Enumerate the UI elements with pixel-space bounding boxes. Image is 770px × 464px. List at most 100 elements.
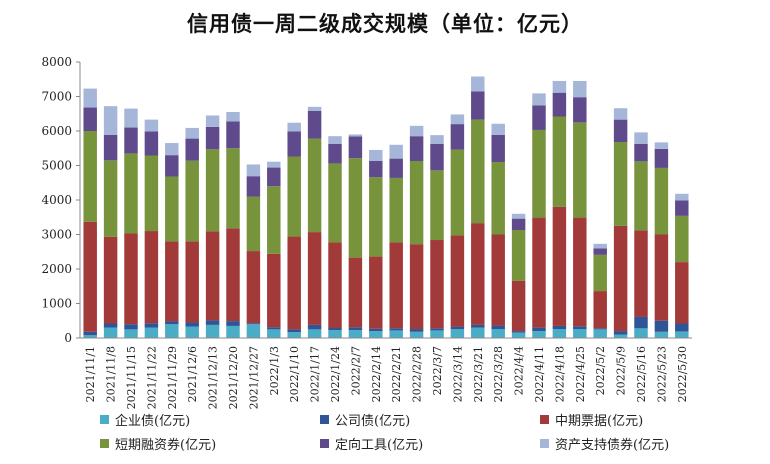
bar-segment bbox=[613, 225, 628, 332]
bar-segment bbox=[634, 143, 648, 162]
bar-segment bbox=[573, 122, 587, 218]
legend-swatch bbox=[540, 439, 549, 448]
bar-segment bbox=[409, 331, 424, 338]
y-tick-label: 8000 bbox=[41, 55, 72, 69]
bar-segment bbox=[144, 155, 159, 232]
legend-label: 中期票据(亿元) bbox=[555, 414, 644, 429]
bar-segment bbox=[205, 149, 220, 232]
legend-swatch bbox=[100, 439, 109, 448]
bar-segment bbox=[287, 156, 301, 237]
bar-segment bbox=[654, 320, 669, 332]
bar-segment bbox=[287, 236, 301, 330]
y-tick-label: 7000 bbox=[41, 90, 72, 104]
bar-segment bbox=[83, 221, 97, 332]
bar-segment bbox=[226, 325, 240, 338]
bar-segment bbox=[369, 331, 383, 338]
bar-segment bbox=[511, 331, 526, 333]
bar-segment bbox=[613, 119, 628, 143]
x-tick-label: 2021/11/29 bbox=[166, 346, 179, 409]
bar-segment bbox=[205, 115, 220, 127]
bar-segment bbox=[83, 331, 97, 336]
bar-segment bbox=[491, 123, 505, 135]
bar-segment bbox=[103, 323, 118, 328]
bar-segment bbox=[430, 240, 444, 329]
bar-segment bbox=[226, 112, 240, 122]
bar-segment bbox=[226, 148, 240, 229]
y-tick-label: 4000 bbox=[41, 193, 72, 207]
x-tick-label: 2022/4/4 bbox=[513, 346, 526, 395]
bar-segment bbox=[511, 332, 526, 338]
bar-segment bbox=[613, 331, 628, 335]
bar-segment bbox=[634, 132, 648, 144]
legend-label: 公司债(亿元) bbox=[335, 414, 411, 429]
bar-segment bbox=[124, 127, 138, 154]
bar-segment bbox=[552, 325, 567, 330]
bar-segment bbox=[532, 93, 546, 106]
bar-segment bbox=[267, 161, 281, 168]
bar-segment bbox=[287, 122, 301, 132]
bar-segment bbox=[165, 241, 179, 322]
bar-segment bbox=[246, 324, 261, 338]
bar-segment bbox=[430, 330, 444, 338]
bar-segment bbox=[593, 291, 607, 329]
bar-segment bbox=[348, 136, 363, 159]
bar-segment bbox=[511, 218, 526, 231]
bar-segment bbox=[185, 127, 199, 139]
bar-segment bbox=[613, 334, 628, 338]
bar-segment bbox=[593, 248, 607, 255]
bar-segment bbox=[165, 324, 179, 338]
x-tick-label: 2022/2/28 bbox=[411, 346, 424, 402]
bar-segment bbox=[103, 327, 118, 338]
bar-segment bbox=[124, 233, 138, 325]
bar-segment bbox=[328, 327, 342, 331]
bar-segment bbox=[226, 228, 240, 322]
bar-segment bbox=[654, 331, 669, 338]
bar-segment bbox=[389, 330, 403, 338]
bar-segment bbox=[634, 316, 648, 329]
bar-segment bbox=[532, 129, 546, 218]
bar-segment bbox=[675, 331, 689, 338]
bar-segment bbox=[450, 149, 465, 236]
chart-title: 信用债一周二级成交规模（单位：亿元） bbox=[187, 11, 583, 36]
bar-segment bbox=[471, 324, 485, 328]
bar-segment bbox=[675, 200, 689, 216]
bar-segment bbox=[307, 110, 322, 139]
bar-segment bbox=[307, 106, 322, 111]
bar-segment bbox=[634, 230, 648, 317]
bar-segment bbox=[471, 119, 485, 224]
bar-segment bbox=[144, 131, 159, 156]
bar-segment bbox=[287, 332, 301, 338]
bar-segment bbox=[491, 134, 505, 163]
legend-item: 定向工具(亿元) bbox=[320, 434, 423, 453]
bar-segment bbox=[409, 244, 424, 330]
bar-segment bbox=[634, 328, 648, 338]
bar-segment bbox=[124, 153, 138, 234]
bar-segment bbox=[307, 329, 322, 338]
bar-segment bbox=[369, 161, 383, 178]
bar-segment bbox=[471, 327, 485, 338]
x-tick-label: 2022/4/18 bbox=[553, 346, 566, 402]
x-tick-label: 2022/3/7 bbox=[431, 346, 444, 395]
bar-segment bbox=[593, 329, 607, 338]
bar-segment bbox=[83, 131, 97, 222]
bar-segment bbox=[103, 106, 118, 135]
bar-segment bbox=[348, 257, 363, 328]
bar-segment bbox=[613, 108, 628, 120]
x-tick-label: 2022/4/25 bbox=[574, 346, 587, 402]
x-tick-label: 2022/4/11 bbox=[533, 346, 546, 402]
bar-segment bbox=[246, 196, 261, 252]
bar-segment bbox=[246, 176, 261, 197]
bar-segment bbox=[409, 125, 424, 137]
bar-segment bbox=[552, 206, 567, 326]
legend-label: 短期融资券(亿元) bbox=[115, 438, 217, 453]
bar-segment bbox=[205, 324, 220, 338]
x-tick-label: 2021/12/6 bbox=[186, 346, 199, 402]
bar-segment bbox=[389, 158, 403, 178]
legend-label: 资产支持债券(亿元) bbox=[555, 438, 670, 453]
bar-segment bbox=[573, 329, 587, 338]
legend-item: 资产支持债券(亿元) bbox=[540, 434, 669, 453]
bar-segment bbox=[675, 323, 689, 332]
bar-segment bbox=[328, 136, 342, 144]
bar-segment bbox=[389, 242, 403, 329]
legend-label: 企业债(亿元) bbox=[115, 414, 191, 429]
